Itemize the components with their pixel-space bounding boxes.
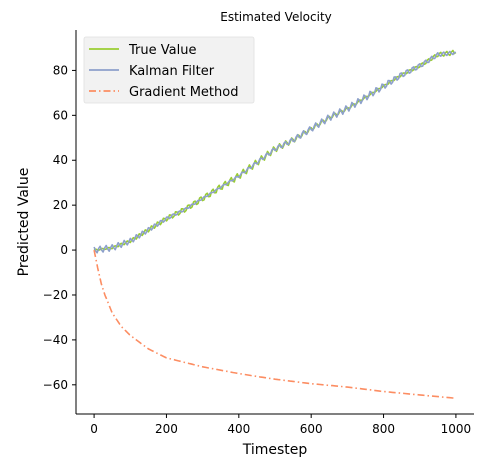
x-tick-label: 800 bbox=[372, 422, 395, 436]
series-line-kalman-filter bbox=[93, 50, 456, 254]
x-ticks: 0 200 400 600 800 1000 bbox=[90, 414, 471, 436]
series-layer bbox=[93, 49, 457, 400]
y-tick-label: −40 bbox=[43, 333, 68, 347]
y-tick-label: −20 bbox=[43, 288, 68, 302]
legend-label: True Value bbox=[128, 43, 196, 58]
y-tick-label: 60 bbox=[53, 108, 68, 122]
x-tick-label: 1000 bbox=[441, 422, 472, 436]
y-tick-label: 20 bbox=[53, 198, 68, 212]
y-tick-label: 0 bbox=[60, 243, 68, 257]
x-tick-label: 200 bbox=[155, 422, 178, 436]
x-tick-label: 400 bbox=[227, 422, 250, 436]
chart-title: Estimated Velocity bbox=[220, 10, 332, 24]
legend-box bbox=[83, 36, 255, 104]
legend-label: Kalman Filter bbox=[129, 64, 215, 79]
y-tick-label: 40 bbox=[53, 153, 68, 167]
y-axis-label: Predicted Value bbox=[16, 168, 32, 277]
x-axis-label: Timestep bbox=[242, 442, 308, 458]
series-line-gradient-method bbox=[93, 249, 456, 400]
y-tick-label: −60 bbox=[43, 378, 68, 392]
legend: True Value Kalman Filter Gradient Method bbox=[83, 36, 255, 104]
y-tick-label: 80 bbox=[53, 63, 68, 77]
x-tick-label: 0 bbox=[90, 422, 98, 436]
x-tick-label: 600 bbox=[300, 422, 323, 436]
y-ticks: −60 −40 −20 0 20 40 60 80 bbox=[43, 63, 76, 392]
legend-label: Gradient Method bbox=[129, 85, 238, 100]
